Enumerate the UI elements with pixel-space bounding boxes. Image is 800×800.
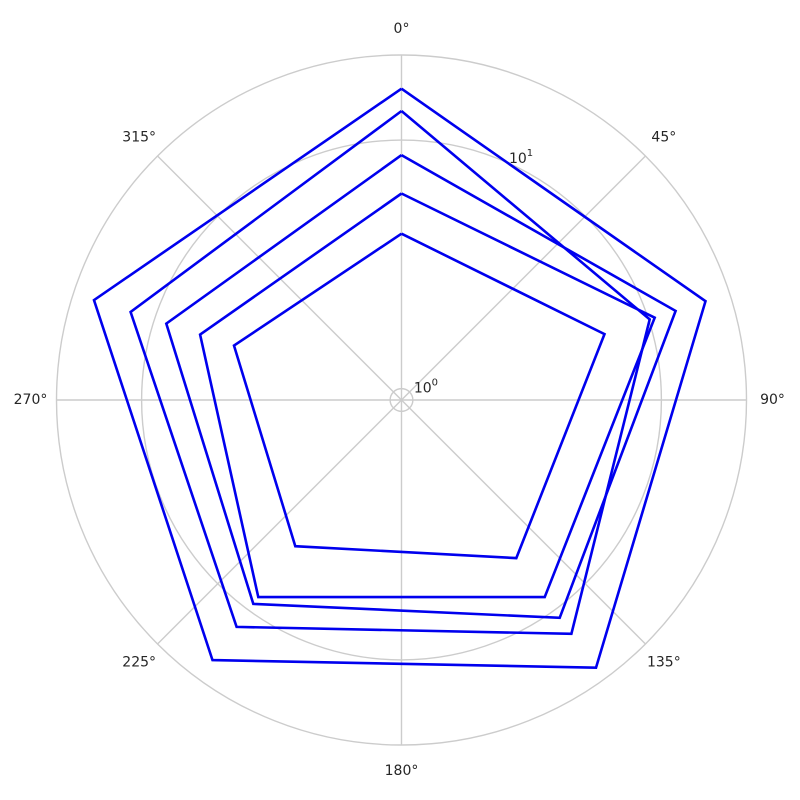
r-tick-label-1: 100 (414, 377, 438, 397)
theta-tick-label-270: 270° (14, 392, 48, 408)
theta-gridline-135 (401, 399, 646, 645)
polar-grid (55, 54, 748, 746)
series-line-3 (164, 153, 678, 620)
theta-tick-label-135: 135° (647, 654, 681, 670)
series-lines (92, 87, 708, 670)
polar-frame (55, 54, 748, 746)
r-tick-label-10: 101 (509, 147, 533, 167)
radial-tick-labels: 100 101 (414, 147, 533, 396)
r-gridline-1 (389, 387, 414, 413)
theta-tick-label-90: 90° (760, 392, 785, 408)
series-line-5 (92, 87, 708, 670)
theta-tick-label-0: 0° (394, 21, 410, 37)
theta-gridline-45 (401, 155, 646, 401)
series-line-2 (198, 192, 657, 599)
series-line-4 (129, 109, 652, 636)
theta-tick-label-45: 45° (651, 130, 676, 146)
series-line-1 (232, 232, 607, 560)
theta-tick-labels: 0° 45° 90° 135° 180° 225° 270° 315° (14, 21, 785, 779)
theta-gridline-225 (157, 399, 402, 645)
theta-tick-label-225: 225° (122, 654, 156, 670)
theta-tick-label-180: 180° (385, 763, 419, 779)
theta-tick-label-315: 315° (122, 130, 156, 146)
r-gridline-10 (140, 139, 663, 661)
